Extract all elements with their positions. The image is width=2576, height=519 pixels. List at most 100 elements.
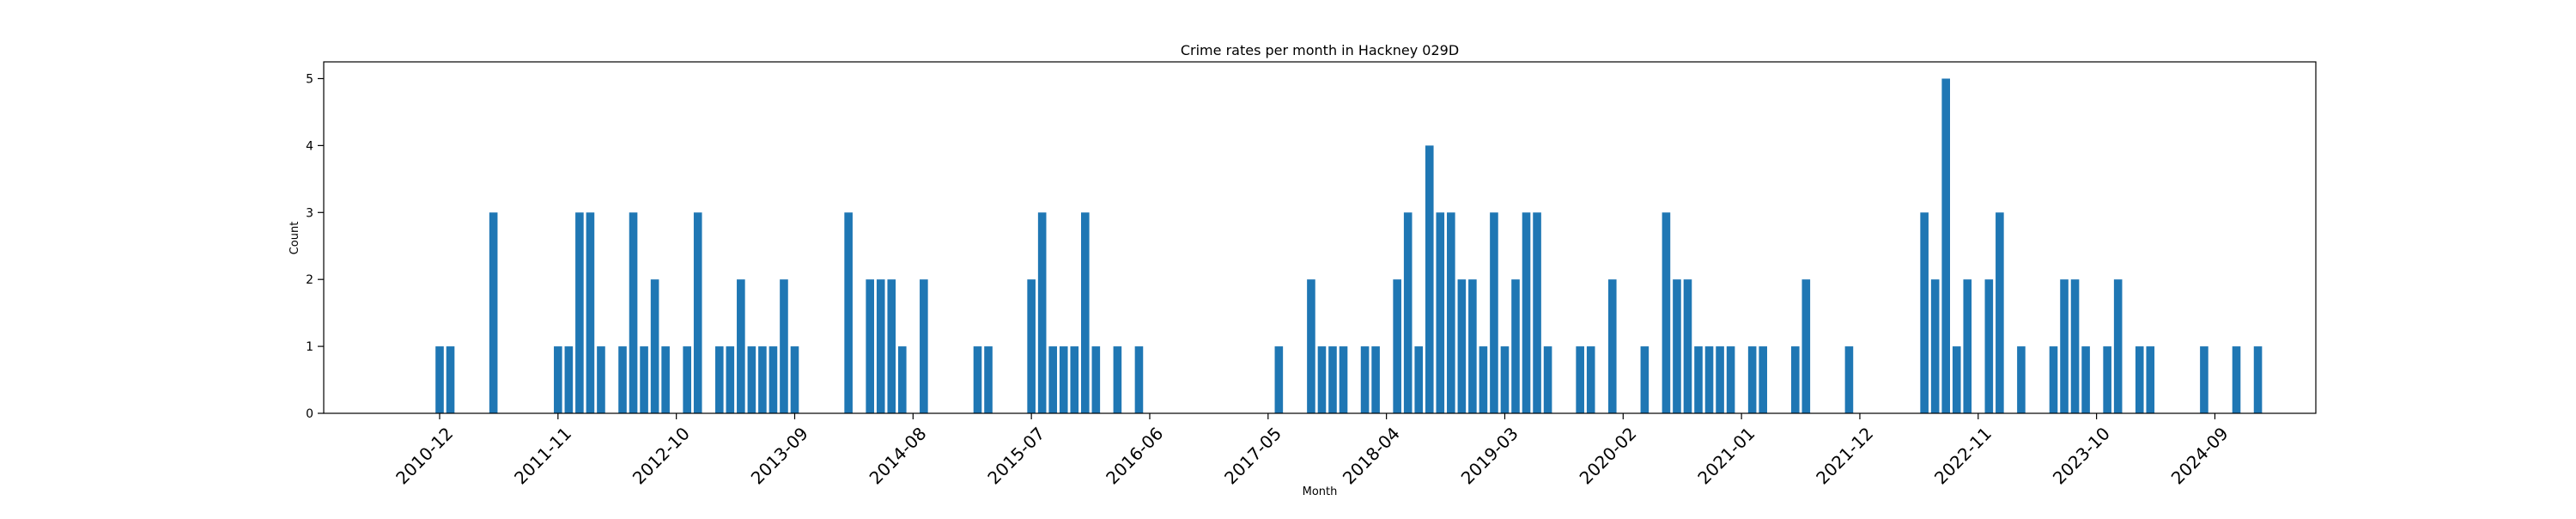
bar xyxy=(1027,279,1036,413)
bar xyxy=(1500,346,1510,413)
bar xyxy=(1307,279,1315,413)
bar xyxy=(2070,279,2080,413)
bar xyxy=(1952,346,1961,413)
bar xyxy=(1694,346,1703,413)
bar xyxy=(1522,212,1531,413)
bar xyxy=(1576,346,1584,413)
y-tick-label: 2 xyxy=(306,273,313,287)
bar xyxy=(1543,346,1552,413)
bar xyxy=(1371,346,1380,413)
bar xyxy=(844,212,853,413)
x-tick-label: 2013-09 xyxy=(747,423,812,488)
bar xyxy=(564,346,574,413)
bar xyxy=(650,279,659,413)
bar xyxy=(758,346,767,413)
bar xyxy=(887,279,896,413)
bar xyxy=(1414,346,1424,413)
bar xyxy=(2113,279,2123,413)
bar xyxy=(1134,346,1144,413)
bar xyxy=(1747,346,1757,413)
bar xyxy=(1425,145,1434,413)
x-tick-label: 2021-01 xyxy=(1693,423,1759,488)
bar xyxy=(597,346,605,413)
bar xyxy=(435,346,444,413)
x-tick-label: 2020-02 xyxy=(1576,423,1641,488)
bar xyxy=(2200,346,2208,413)
bar xyxy=(575,212,584,413)
x-tick-label: 2011-11 xyxy=(510,423,575,488)
chart-title: Crime rates per month in Hackney 029D xyxy=(1181,42,1459,58)
bar xyxy=(1790,346,1800,413)
bar xyxy=(1059,346,1068,413)
bar xyxy=(1113,346,1122,413)
x-axis: 2010-12 2011-11 2012-10 2013-09 2014-08 2015-… xyxy=(392,413,2233,488)
bar xyxy=(1447,212,1455,413)
x-tick-label: 2015-07 xyxy=(983,423,1048,488)
bar xyxy=(1963,279,1972,413)
x-tick-label: 2014-08 xyxy=(866,423,931,488)
bar xyxy=(1673,279,1681,413)
bar xyxy=(1274,346,1284,413)
bar xyxy=(1393,279,1401,413)
bar xyxy=(2146,346,2155,413)
bar xyxy=(1511,279,1520,413)
bar xyxy=(2017,346,2026,413)
y-tick-label: 0 xyxy=(306,407,313,421)
bar xyxy=(1037,212,1047,413)
bar xyxy=(1091,346,1101,413)
bar xyxy=(640,346,648,413)
bar xyxy=(554,346,562,413)
bar xyxy=(747,346,756,413)
bar xyxy=(1533,212,1541,413)
bar xyxy=(1996,212,2004,413)
bar xyxy=(769,346,778,413)
x-tick-label: 2016-06 xyxy=(1102,423,1167,488)
bar xyxy=(897,346,907,413)
bar xyxy=(1607,279,1617,413)
bar xyxy=(2253,346,2263,413)
bar xyxy=(446,346,455,413)
bar xyxy=(2232,346,2241,413)
bar xyxy=(1920,212,1929,413)
y-tick-label: 5 xyxy=(306,72,313,86)
bar xyxy=(1070,346,1079,413)
bar xyxy=(920,279,928,413)
bar xyxy=(489,212,498,413)
bar xyxy=(1640,346,1649,413)
bar xyxy=(866,279,874,413)
x-tick-label: 2021-12 xyxy=(1812,423,1877,488)
bar xyxy=(661,346,670,413)
x-tick-label: 2012-10 xyxy=(629,423,694,488)
bar xyxy=(1490,212,1498,413)
bar xyxy=(2135,346,2144,413)
y-tick-label: 3 xyxy=(306,206,313,220)
x-tick-label: 2022-11 xyxy=(1930,423,1996,488)
x-tick-label: 2024-09 xyxy=(2167,423,2233,488)
x-axis-label: Month xyxy=(1303,485,1338,498)
bar xyxy=(1479,346,1488,413)
bar xyxy=(693,212,702,413)
x-tick-label: 2023-10 xyxy=(2049,423,2114,488)
bar xyxy=(790,346,799,413)
bar xyxy=(1683,279,1692,413)
bar xyxy=(1048,346,1058,413)
bar xyxy=(1317,346,1327,413)
bar xyxy=(714,346,724,413)
bar xyxy=(1436,212,1445,413)
bar xyxy=(2081,346,2090,413)
bar xyxy=(1716,346,1724,413)
plot-area-frame xyxy=(323,61,2317,414)
bar xyxy=(1941,78,1950,413)
x-tick-label: 2018-04 xyxy=(1339,423,1404,488)
bar xyxy=(683,346,691,413)
bar xyxy=(1662,212,1671,413)
bar xyxy=(984,346,993,413)
bar xyxy=(1586,346,1595,413)
bar xyxy=(1930,279,1940,413)
y-tick-label: 4 xyxy=(306,139,313,153)
bar xyxy=(1328,346,1337,413)
x-tick-label: 2010-12 xyxy=(392,423,457,488)
x-tick-label: 2017-05 xyxy=(1220,423,1285,488)
bar xyxy=(1801,279,1811,413)
